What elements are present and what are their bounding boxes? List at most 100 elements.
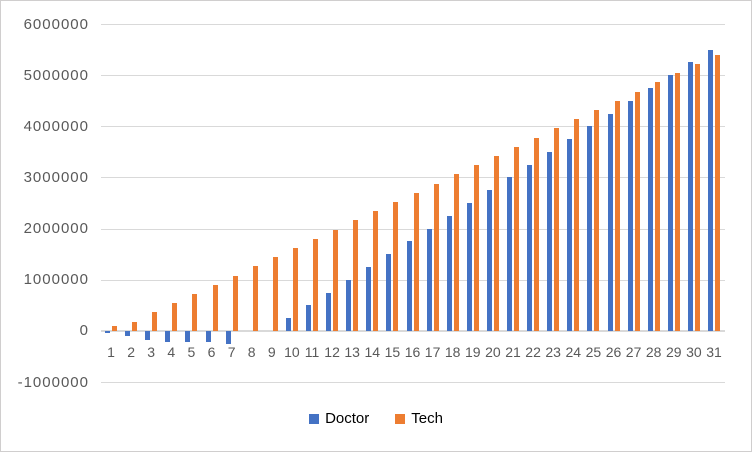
tech-bar <box>313 238 318 331</box>
x-tick-label: 8 <box>247 344 256 360</box>
tech-bar <box>132 321 138 331</box>
legend: Doctor Tech <box>1 410 751 427</box>
x-axis-line <box>101 329 725 332</box>
tech-bar <box>333 229 339 331</box>
x-tick-label: 17 <box>424 344 441 360</box>
tech-bar <box>433 183 439 331</box>
gridline <box>101 24 725 25</box>
gridline <box>101 177 725 179</box>
tech-bar <box>232 275 238 331</box>
tech-bar <box>393 201 399 331</box>
legend-item-doctor: Doctor <box>309 410 369 427</box>
tech-bar <box>574 119 580 331</box>
gridline <box>101 228 725 230</box>
tech-bar <box>554 128 560 331</box>
doctor-bar <box>225 330 231 344</box>
y-tick-label: 2000000 <box>23 220 89 238</box>
tech-bar <box>594 109 600 331</box>
doctor-bar <box>667 75 673 331</box>
doctor-bar <box>105 330 110 333</box>
doctor-bar <box>627 100 633 331</box>
x-tick-label: 27 <box>625 344 642 360</box>
tech-bar <box>292 248 298 331</box>
doctor-bar <box>426 228 432 331</box>
doctor-bar <box>486 190 492 331</box>
y-tick-label: 1000000 <box>23 271 89 289</box>
doctor-bar <box>125 330 131 337</box>
tech-bar <box>493 155 499 331</box>
doctor-bar <box>607 113 613 331</box>
x-tick-label: 28 <box>645 344 662 360</box>
doctor-bar <box>205 330 211 342</box>
y-tick-label: 6000000 <box>23 15 89 33</box>
tech-bar <box>212 284 218 331</box>
doctor-bar <box>527 164 533 331</box>
y-tick-label: -1000000 <box>17 373 89 391</box>
doctor-bar <box>708 49 713 331</box>
tech-bar <box>152 312 158 331</box>
doctor-bar <box>567 139 573 331</box>
legend-label-tech: Tech <box>411 410 443 427</box>
x-tick-label: 16 <box>404 344 421 360</box>
tech-bar <box>514 146 519 331</box>
doctor-bar <box>687 62 693 331</box>
doctor-bar <box>406 241 412 331</box>
doctor-bar <box>466 203 472 331</box>
tech-bar <box>534 137 540 331</box>
x-tick-label: 29 <box>666 344 682 360</box>
x-tick-label: 20 <box>485 344 501 360</box>
x-tick-label: 10 <box>284 344 300 360</box>
x-tick-label: 5 <box>187 344 196 360</box>
tech-bar <box>453 174 459 331</box>
tech-bar <box>473 165 479 331</box>
doctor-bar <box>366 266 372 331</box>
tech-bar <box>674 73 680 331</box>
doctor-bar <box>587 126 593 331</box>
x-tick-label: 22 <box>525 344 541 360</box>
x-tick-label: 26 <box>605 344 622 360</box>
legend-label-doctor: Doctor <box>325 410 370 427</box>
doctor-bar <box>346 279 352 331</box>
gridline <box>101 126 725 128</box>
doctor-series-swatch <box>309 413 320 424</box>
doctor-bar <box>165 330 171 342</box>
tech-bar <box>373 211 379 331</box>
x-tick-label: 23 <box>545 344 561 360</box>
tech-series-swatch <box>395 413 406 424</box>
y-tick-label: 0 <box>79 322 89 340</box>
doctor-bar <box>647 87 653 331</box>
x-tick-label: 7 <box>227 344 236 360</box>
tech-bar <box>112 326 117 331</box>
tech-bar <box>353 220 359 331</box>
gridline <box>101 279 725 281</box>
gridline <box>101 75 725 77</box>
x-tick-label: 2 <box>127 344 135 360</box>
legend-item-tech: Tech <box>395 410 443 427</box>
x-tick-label: 13 <box>344 344 360 360</box>
y-tick-label: 5000000 <box>23 66 89 84</box>
y-tick-label: 4000000 <box>23 117 89 135</box>
x-tick-label: 12 <box>324 344 340 360</box>
tech-bar <box>252 266 258 331</box>
doctor-bar <box>446 215 452 331</box>
tech-bar <box>413 192 419 331</box>
doctor-bar <box>547 151 553 331</box>
x-tick-label: 3 <box>147 344 156 360</box>
x-tick-label: 19 <box>465 344 481 360</box>
x-tick-label: 31 <box>706 344 722 360</box>
x-tick-label: 30 <box>686 344 702 360</box>
doctor-bar <box>145 330 151 340</box>
doctor-bar <box>507 177 512 331</box>
tech-bar <box>654 82 660 331</box>
x-tick-label: 6 <box>207 344 216 360</box>
x-tick-label: 15 <box>384 344 401 360</box>
y-tick-label: 3000000 <box>23 168 89 186</box>
x-tick-label: 21 <box>505 344 521 360</box>
tech-bar <box>634 91 640 331</box>
doctor-bar <box>306 305 311 331</box>
x-tick-label: 9 <box>267 344 276 360</box>
